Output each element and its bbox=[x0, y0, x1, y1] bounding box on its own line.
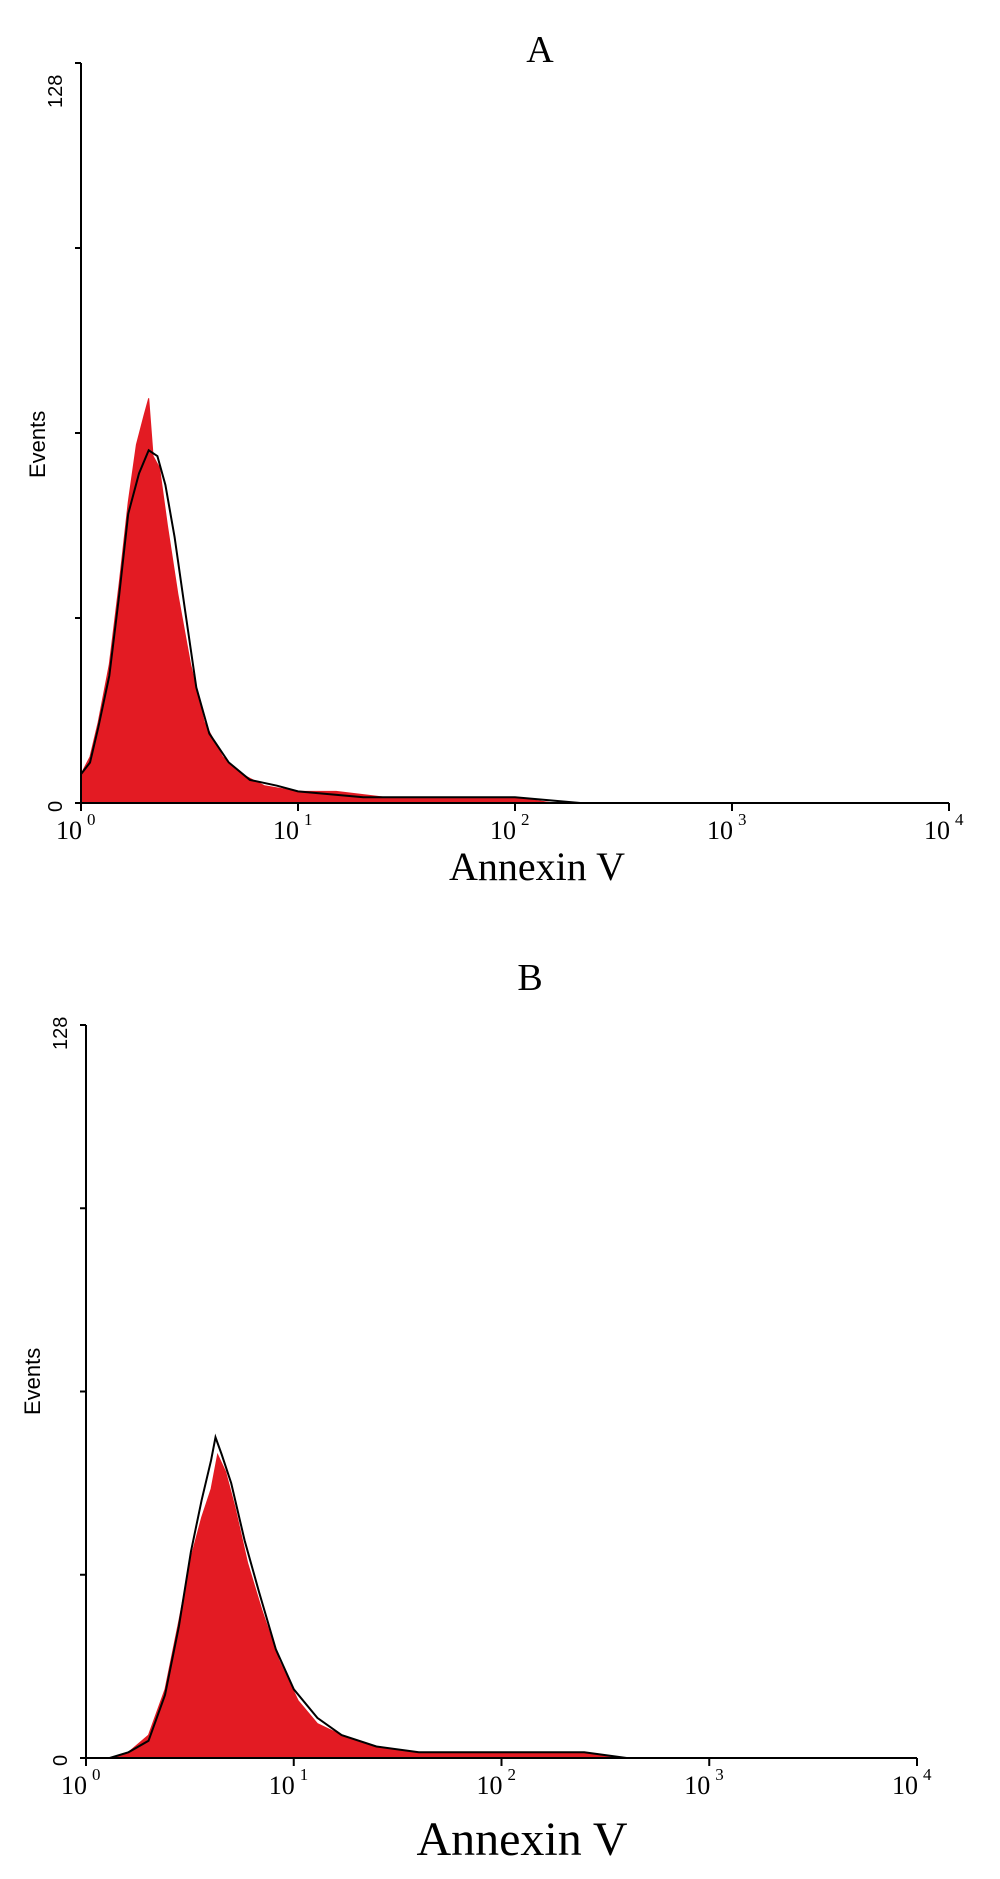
panel-a-x-axis-label: Annexin V bbox=[449, 844, 625, 889]
panel-a-x-tick-label: 10 bbox=[707, 816, 733, 845]
panel-a-x-ticks: 10 0 10 1 10 2 10 3 10 4 bbox=[56, 803, 964, 845]
panel-b-x-axis-label: Annexin V bbox=[416, 1813, 627, 1866]
panel-a-y-tick-label-max: 128 bbox=[45, 75, 67, 108]
panel-b-x-tick-exponent: 0 bbox=[92, 1765, 101, 1784]
panel-b-x-tick-label: 10 bbox=[269, 1771, 295, 1800]
panel-b-x-tick-label: 10 bbox=[892, 1771, 918, 1800]
panel-b-x-tick-label: 10 bbox=[61, 1771, 87, 1800]
panel-b-title: B bbox=[517, 957, 542, 999]
panel-b-x-tick-exponent: 4 bbox=[923, 1765, 932, 1784]
panel-a-x-tick-exponent: 1 bbox=[304, 810, 313, 829]
panel-a-x-tick-label: 10 bbox=[490, 816, 516, 845]
panel-b-x-tick-exponent: 1 bbox=[300, 1765, 309, 1784]
panel-a-x-tick-label: 10 bbox=[273, 816, 299, 845]
panel-b-x-tick-label: 10 bbox=[477, 1771, 503, 1800]
panel-b-x-tick-exponent: 3 bbox=[715, 1765, 724, 1784]
panel-b-y-axis-label: Events bbox=[20, 1348, 45, 1415]
panel-a-x-tick-label: 10 bbox=[924, 816, 950, 845]
panel-b-outline-histogram bbox=[109, 1433, 627, 1759]
panel-a-x-tick-exponent: 3 bbox=[738, 810, 747, 829]
panel-b-y-tick-label-max: 128 bbox=[50, 1017, 72, 1050]
panel-a-x-tick-exponent: 0 bbox=[87, 810, 96, 829]
panel-b-x-tick-label: 10 bbox=[684, 1771, 710, 1800]
panel-a-filled-histogram bbox=[80, 398, 554, 804]
panel-a-x-tick-exponent: 4 bbox=[955, 810, 964, 829]
panel-a: A 10 0 10 1 10 2 10 3 10 4 128 0 Events Annexin V bbox=[25, 29, 964, 889]
panel-b-x-tick-exponent: 2 bbox=[508, 1765, 517, 1784]
panel-a-x-tick-label: 10 bbox=[56, 816, 82, 845]
panel-b-x-ticks: 10 0 10 1 10 2 10 3 10 4 bbox=[61, 1758, 932, 1800]
panel-b-y-tick-label-zero: 0 bbox=[50, 1755, 72, 1766]
panel-a-title: A bbox=[526, 29, 554, 71]
panel-b: B 10 0 10 1 10 2 10 3 10 4 128 0 Events Annexin V bbox=[20, 957, 932, 1866]
panel-b-filled-histogram bbox=[109, 1452, 627, 1759]
panel-a-y-axis-label: Events bbox=[25, 411, 50, 478]
panel-a-outline-histogram bbox=[80, 448, 581, 804]
panel-a-y-tick-label-zero: 0 bbox=[45, 801, 67, 812]
panel-a-x-tick-exponent: 2 bbox=[521, 810, 530, 829]
